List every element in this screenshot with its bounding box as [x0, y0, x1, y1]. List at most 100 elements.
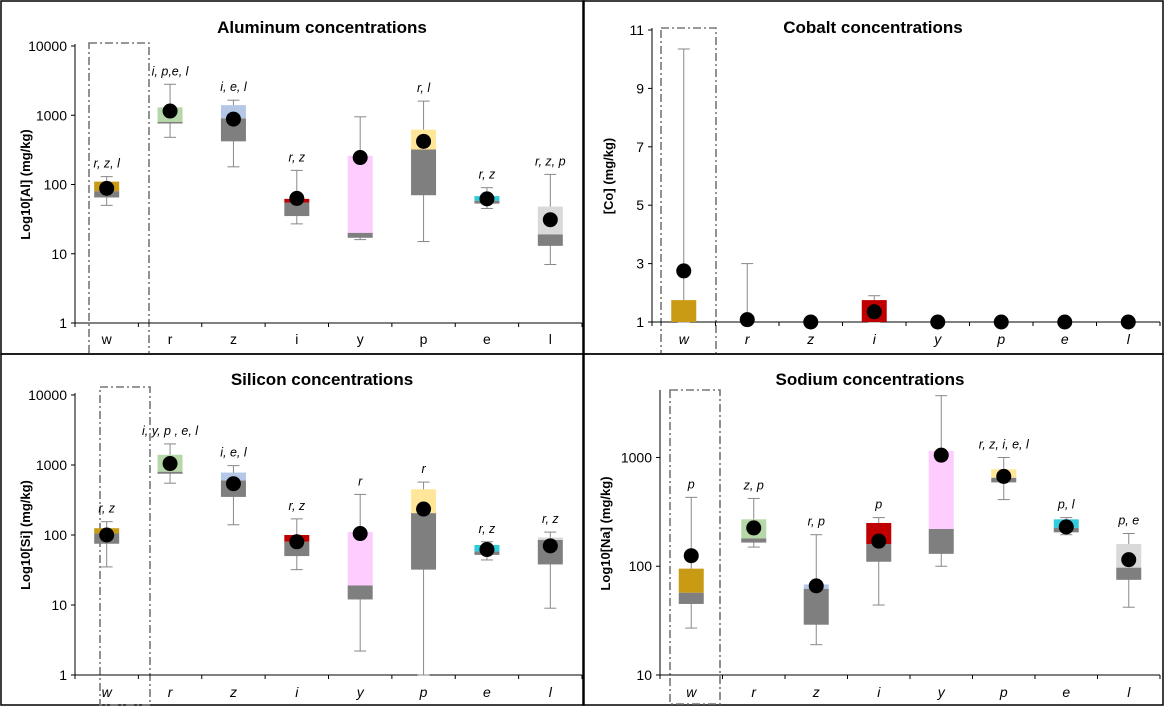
panel-1-annotation: r, z, p — [535, 154, 566, 168]
panel-3-category-label: p — [419, 684, 428, 700]
panel-1-ytick-label: 1000 — [36, 107, 67, 123]
panel-1-category-label: i — [295, 331, 298, 347]
panel-2-highlight-box — [660, 27, 717, 355]
panel-2-category-label: y — [933, 331, 942, 347]
panel-1-mean-marker — [479, 191, 495, 207]
panel-3-box-lower — [411, 513, 437, 570]
panel-2-ytick-label: 5 — [636, 197, 644, 213]
panel-1-category-label: l — [549, 331, 552, 347]
panel-2-mean-marker — [993, 314, 1009, 330]
panel-1-category-label: z — [230, 331, 237, 347]
panel-4-annotation: p, e — [1117, 514, 1139, 528]
panel-3-ytick-label: 10 — [51, 597, 67, 613]
panel-1-box-upper — [347, 155, 373, 233]
panel-2-mean-marker — [1057, 314, 1073, 330]
panel-1-category-label: w — [101, 331, 113, 347]
panel-3-category-label: e — [483, 684, 491, 700]
panel-1-annotation: i, p,e, l — [152, 64, 190, 78]
panel-2-category-label: r — [745, 331, 751, 347]
panel-2-mean-marker — [930, 314, 946, 330]
panel-1-title: Aluminum concentrations — [217, 18, 427, 37]
panel-4-category-label: r — [751, 684, 757, 700]
panel-1-box-lower — [537, 234, 563, 246]
panel-2-mean-marker — [676, 263, 692, 279]
panel-4-mean-marker — [683, 548, 699, 564]
panel-3-annotation: i, y, p , e, l — [142, 424, 199, 438]
panel-4-mean-marker — [871, 533, 887, 549]
panel-4-box-upper — [678, 568, 704, 593]
panel-1-ytick-label: 10000 — [28, 38, 67, 54]
panel-4-mean-marker — [746, 520, 762, 536]
panel-1-mean-marker — [416, 133, 432, 149]
panel-3-category-label: y — [356, 684, 365, 700]
panel-2-title: Cobalt concentrations — [783, 18, 962, 37]
panel-3-annotation: r — [421, 462, 426, 476]
panel-3-mean-marker — [99, 527, 115, 543]
panel-4-box-lower — [1116, 567, 1142, 580]
panel-4-category-label: i — [877, 684, 881, 700]
panel-1-mean-marker — [225, 111, 241, 127]
panel-4-box-lower — [803, 588, 829, 625]
panel-4-ytick-label: 10 — [636, 667, 652, 683]
panel-4-annotation: p — [687, 477, 695, 491]
panel-4-annotation: r, p — [808, 515, 825, 529]
panel-1-annotation: r, l — [417, 81, 431, 95]
panel-3-mean-marker — [542, 538, 558, 554]
panel-3-mean-marker — [352, 526, 368, 542]
panel-3-mean-marker — [416, 501, 432, 517]
panel-4-mean-marker — [996, 468, 1012, 484]
panel-3-ylabel: Log10[Si] (mg/kg) — [18, 480, 33, 590]
panel-4-ytick-label: 100 — [629, 558, 653, 574]
panel-4-category-label: p — [999, 684, 1008, 700]
panel-2-ytick-label: 9 — [636, 80, 644, 96]
panel-3-box-lower — [347, 585, 373, 600]
panel-4-mean-marker — [933, 447, 949, 463]
panel-3-annotation: r — [358, 474, 363, 488]
panel-4-category-label: z — [812, 684, 820, 700]
panel-4-box-lower — [678, 592, 704, 604]
panel-1-category-label: r — [168, 331, 173, 347]
panel-4-category-label: y — [937, 684, 946, 700]
panel-3-category-label: l — [549, 684, 553, 700]
panel-1-category-label: y — [357, 331, 364, 347]
panel-3-annotation: r, z — [98, 502, 115, 516]
panel-1-box-lower — [347, 232, 373, 238]
panel-4-annotation: z, p — [743, 478, 764, 492]
panel-4-annotation: p, l — [1057, 498, 1076, 512]
panel-1-mean-marker — [289, 190, 305, 206]
panel-4-annotation: r, z, i, e, l — [979, 437, 1030, 451]
panel-2-ytick-label: 11 — [629, 22, 644, 38]
panel-2-category-label: l — [1127, 331, 1131, 347]
panel-3-ytick-label: 1 — [59, 667, 67, 683]
panel-1-mean-marker — [99, 180, 115, 196]
panel-1-annotation: r, z, l — [93, 157, 121, 171]
panel-1-box-lower — [411, 149, 437, 196]
panel-4-ylabel: Log10[Na] (mg/kg) — [598, 476, 613, 590]
panel-4-annotation: p — [874, 498, 882, 512]
panel-2-ytick-label: 1 — [636, 314, 644, 330]
panel-2-mean-marker — [739, 312, 755, 328]
panel-1-mean-marker — [352, 150, 368, 166]
panel-4-box-lower — [866, 544, 892, 562]
panel-3-mean-marker — [479, 542, 495, 558]
panel-3-annotation: r, z — [542, 512, 559, 526]
panel-1-mean-marker — [162, 103, 178, 119]
panel-3-title: Silicon concentrations — [231, 370, 413, 389]
panel-1-ytick-label: 10 — [51, 246, 67, 262]
panel-4-category-label: w — [686, 684, 697, 700]
panel-2-mean-marker — [1120, 314, 1136, 330]
panel-2-ytick-label: 7 — [636, 139, 644, 155]
panel-3-annotation: r, z — [479, 522, 496, 536]
panel-1-ytick-label: 100 — [44, 177, 68, 193]
panel-3-frame — [0, 353, 585, 706]
panel-2-category-label: p — [996, 331, 1005, 347]
panel-1-category-label: p — [420, 331, 428, 347]
panel-3-annotation: i, e, l — [220, 446, 248, 460]
panel-2-category-label: w — [679, 331, 690, 347]
panel-1-annotation: r, z — [288, 150, 305, 164]
panel-1-box-lower — [284, 202, 310, 217]
panel-4-category-label: e — [1062, 684, 1070, 700]
panel-4-box-lower — [928, 528, 954, 554]
panel-3-ytick-label: 1000 — [36, 457, 67, 473]
